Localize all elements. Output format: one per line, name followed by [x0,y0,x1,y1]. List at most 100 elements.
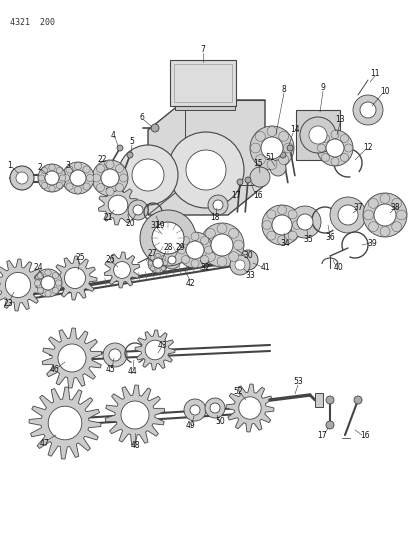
Circle shape [368,198,378,208]
Text: 32: 32 [200,263,210,272]
Text: 25: 25 [75,254,85,262]
Bar [315,393,323,407]
Text: 33: 33 [245,271,255,279]
Circle shape [267,159,277,169]
Circle shape [106,188,114,196]
Polygon shape [104,252,140,288]
Circle shape [211,234,233,256]
Circle shape [374,204,396,226]
Circle shape [86,174,93,182]
Circle shape [153,258,163,268]
Bar [174,64,232,102]
Text: 24: 24 [33,263,43,272]
Text: 35: 35 [303,236,313,245]
Polygon shape [29,387,101,459]
Circle shape [237,179,243,185]
Text: 16: 16 [253,190,263,199]
Circle shape [279,131,288,141]
Circle shape [58,344,86,372]
Circle shape [364,210,373,220]
Circle shape [186,150,226,190]
Circle shape [201,240,211,250]
Circle shape [56,167,62,174]
Circle shape [184,399,206,421]
Circle shape [108,195,128,215]
Circle shape [208,195,228,215]
Circle shape [38,272,44,279]
Circle shape [233,240,244,250]
Circle shape [229,252,239,262]
Text: 20: 20 [125,219,135,228]
Circle shape [42,182,48,189]
Circle shape [267,126,277,136]
Circle shape [331,131,339,139]
Circle shape [238,250,258,270]
Circle shape [49,185,55,192]
Circle shape [279,155,288,165]
Circle shape [297,214,313,230]
Text: 17: 17 [317,431,327,440]
Circle shape [49,164,55,171]
Text: 39: 39 [367,238,377,247]
Circle shape [59,175,66,181]
Circle shape [156,268,160,273]
Circle shape [360,102,376,118]
Circle shape [217,256,227,266]
Circle shape [62,162,94,194]
Circle shape [288,210,297,219]
Circle shape [213,200,223,210]
Circle shape [182,255,189,264]
Circle shape [132,159,164,191]
Text: 18: 18 [210,214,220,222]
Circle shape [92,160,128,196]
Circle shape [326,396,334,404]
Circle shape [200,223,244,267]
Text: 23: 23 [3,298,13,308]
Circle shape [182,237,189,245]
Circle shape [34,280,41,286]
Circle shape [205,228,215,238]
Circle shape [186,241,204,259]
Circle shape [191,232,199,240]
Text: 44: 44 [127,367,137,376]
Circle shape [317,144,326,152]
Circle shape [255,131,265,141]
Circle shape [287,145,293,151]
Circle shape [288,231,297,240]
Bar [175,100,235,110]
Circle shape [38,164,66,192]
Circle shape [330,197,366,233]
Circle shape [277,236,286,245]
Circle shape [229,228,239,238]
Circle shape [113,262,131,278]
Circle shape [267,231,276,240]
Circle shape [83,183,90,190]
Circle shape [42,167,48,174]
Text: 27: 27 [147,248,157,257]
Circle shape [190,405,200,415]
Text: 30: 30 [243,251,253,260]
Circle shape [168,132,244,208]
Circle shape [103,343,127,367]
Circle shape [96,164,104,173]
Text: 51: 51 [265,152,275,161]
Circle shape [115,164,124,173]
Circle shape [115,183,124,191]
Circle shape [300,117,336,153]
Circle shape [38,175,44,181]
Circle shape [45,290,51,297]
Circle shape [368,222,378,232]
Circle shape [52,272,59,279]
Circle shape [200,237,208,245]
Circle shape [106,160,114,168]
Circle shape [118,145,178,205]
Circle shape [121,401,149,429]
Circle shape [151,124,159,132]
Circle shape [341,134,348,142]
Circle shape [354,396,362,404]
Circle shape [109,349,121,361]
Circle shape [56,182,62,189]
Circle shape [74,187,82,193]
Circle shape [127,152,133,158]
Circle shape [133,205,143,215]
